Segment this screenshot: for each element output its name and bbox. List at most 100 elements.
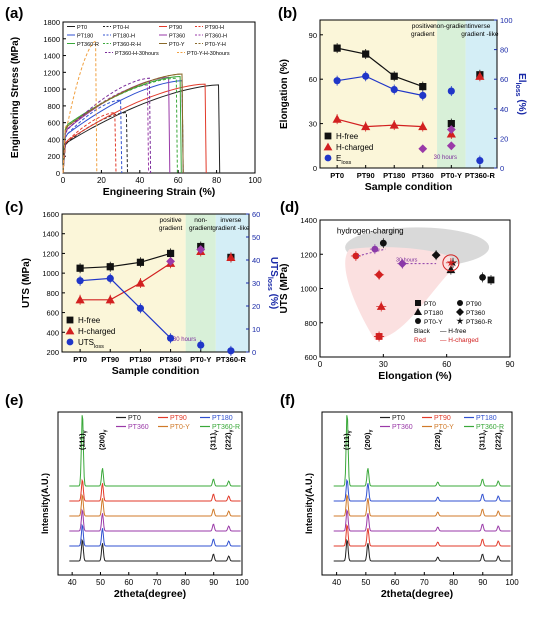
data-point	[166, 334, 175, 342]
data-point	[333, 44, 341, 52]
legend-label: PT90	[169, 25, 182, 31]
y-right-axis-label-main: El	[516, 73, 527, 83]
legend-label: PT360-R-H	[113, 42, 141, 48]
legend-label: PT180	[212, 415, 233, 422]
data-point	[475, 71, 485, 80]
legend-label-main: H-free	[336, 132, 359, 141]
peak-label-sub: γ	[438, 429, 444, 432]
legend-label: PT360	[169, 34, 185, 40]
data-point	[431, 250, 441, 260]
y-tick-label: 800	[47, 102, 60, 111]
x-tick-label: PT360	[412, 171, 434, 180]
peak-label: (200)γ	[363, 429, 374, 450]
region-label: gradient	[411, 31, 435, 38]
y-tick-label: 1200	[42, 249, 59, 258]
annotation-30-hours: 30 hours	[396, 257, 418, 263]
x-tick-label: 90	[478, 578, 487, 587]
legend-label: PT0-Y-H-30hours	[187, 51, 230, 57]
legend-marker	[324, 132, 332, 140]
legend-label: PT0	[128, 415, 141, 422]
highlight-circle	[442, 254, 460, 272]
peak-label-sub: γ	[82, 430, 88, 433]
data-point	[332, 114, 342, 123]
peak-label: (111)γ	[77, 430, 88, 450]
data-point	[390, 72, 398, 80]
peak-label-main: (200)	[363, 432, 372, 450]
xrd-pattern	[69, 523, 241, 547]
data-point	[419, 91, 427, 100]
region-inverse-gradient	[465, 20, 497, 168]
data-point	[374, 270, 384, 280]
dashed-connector	[357, 248, 386, 257]
legend-label: PT360-R	[212, 424, 240, 431]
y-tick-label: 200	[46, 348, 59, 357]
peak-label: (311)γ	[208, 430, 219, 450]
x-tick-label: 50	[361, 578, 370, 587]
data-point	[375, 333, 383, 340]
plot-frame	[319, 19, 498, 169]
y-right-tick-label: 20	[252, 302, 260, 311]
peak-label-sub: γ	[368, 429, 374, 432]
data-point	[106, 274, 114, 282]
y-tick-label: 1200	[43, 68, 60, 77]
y-right-tick-label: 60	[252, 210, 260, 219]
peak-label: (222)γ	[224, 429, 235, 450]
legend-label: H-charged	[78, 327, 115, 336]
stress-strain-curve	[62, 73, 184, 174]
xrd-pattern	[333, 538, 511, 562]
legend-label: Black	[414, 328, 431, 335]
y-right-axis-label-unit: (%)	[268, 291, 279, 309]
data-point	[419, 83, 427, 91]
panel-letter: (a)	[5, 5, 23, 22]
legend-marker	[66, 338, 74, 346]
x-tick-label: 60	[442, 360, 451, 369]
series-line	[80, 262, 171, 301]
x-tick-label: PT180	[129, 355, 151, 364]
region-label: positive	[412, 23, 434, 30]
stress-strain-curve	[62, 77, 152, 174]
x-tick-label: 20	[97, 176, 106, 185]
thirty-hours-point	[196, 245, 206, 254]
region-non-gradient	[185, 214, 216, 352]
hydrogen-region-red	[345, 247, 457, 340]
y-tick-label: 800	[304, 319, 317, 328]
annotation-30-hours: 30 hours	[434, 155, 457, 161]
legend-label: H-free	[336, 132, 359, 141]
series-line	[336, 47, 424, 88]
legend-label: PT360	[128, 424, 149, 431]
data-point	[376, 302, 386, 310]
xrd-pattern	[69, 478, 241, 502]
data-point	[479, 273, 486, 281]
y-axis-label: UTS (MPa)	[21, 258, 32, 308]
y-tick-label: 600	[46, 309, 59, 318]
y-right-tick-label: 40	[500, 105, 508, 114]
data-point	[362, 50, 370, 58]
y-right-tick-label: 10	[252, 325, 260, 334]
stress-strain-curve	[62, 84, 150, 174]
legend-marker	[415, 300, 421, 306]
panel-d-uts-vs-elongation: (d) 600 800 1000 1200 1400 0 30 60 90 Elongation (…	[279, 199, 515, 382]
annotation-hydrogen-charging: hydrogen-charging	[337, 227, 404, 236]
stress-strain-curve	[62, 99, 123, 174]
legend-label: PT180	[476, 415, 497, 422]
region-label: gradient -like	[461, 31, 499, 38]
data-point	[487, 276, 495, 284]
thirty-hours-point	[446, 125, 456, 134]
legend-label: PT0-Y-H	[205, 42, 226, 48]
xrd-pattern	[333, 415, 511, 487]
region-label: inverse	[220, 217, 241, 224]
y-right-axis-label: Elloss (%)	[514, 73, 527, 115]
peak-label-main: (222)	[224, 432, 233, 450]
peak-label-sub: γ	[102, 429, 108, 432]
region-label: gradient	[159, 225, 183, 232]
legend-label: PT90	[466, 301, 482, 308]
legend-label: UTSloss	[78, 338, 104, 350]
data-point	[227, 347, 235, 355]
x-tick-label: PT0	[73, 355, 87, 364]
legend-marker	[456, 317, 464, 325]
peak-label-sub: γ	[498, 429, 504, 432]
x-tick-label: 50	[96, 578, 105, 587]
x-axis-label: Engineering Strain (%)	[103, 186, 216, 198]
